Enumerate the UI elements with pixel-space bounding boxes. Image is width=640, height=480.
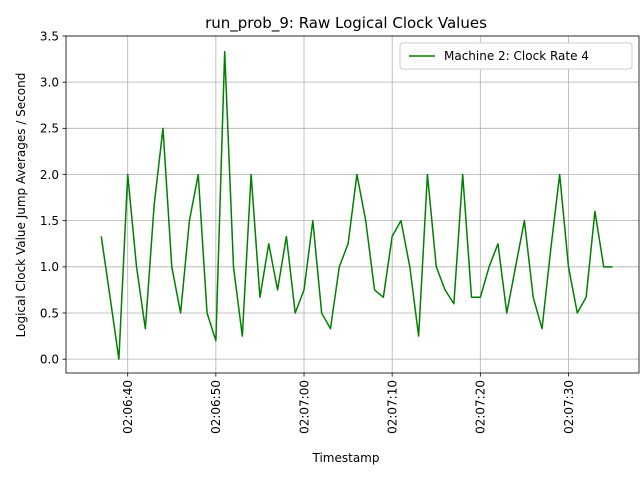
chart-title: run_prob_9: Raw Logical Clock Values [205,14,487,33]
y-tick-label: 0.0 [40,352,59,366]
x-tick-label: 02:07:10 [385,380,399,434]
y-axis-label: Logical Clock Value Jump Averages / Seco… [14,73,28,338]
x-tick-label: 02:07:30 [562,380,576,434]
plot-frame [65,35,640,374]
series-line [100,50,613,360]
y-tick-label: 1.5 [40,214,59,228]
y-tick-label: 2.0 [40,168,59,182]
x-tick-label: 02:07:00 [297,380,311,434]
legend: Machine 2: Clock Rate 4 [399,42,633,70]
legend-box [399,42,633,70]
x-axis-label: Timestamp [312,451,380,465]
y-tick-label: 0.5 [40,306,59,320]
y-tick-label: 1.0 [40,260,59,274]
y-tick-label: 3.0 [40,75,59,89]
x-tick-label: 02:07:20 [474,380,488,434]
series-layer [100,50,613,360]
y-tick-label: 2.5 [40,122,59,136]
x-tick-label: 02:06:40 [121,380,135,434]
grid [66,35,639,373]
axis-ticks: 0.0 0.5 1.0 1.5 2.0 2.5 3.0 3.5 02:06:40 02:06:50… [40,29,576,434]
y-tick-label: 3.5 [40,29,59,43]
x-tick-label: 02:06:50 [209,380,223,434]
legend-label: Machine 2: Clock Rate 4 [444,49,589,63]
